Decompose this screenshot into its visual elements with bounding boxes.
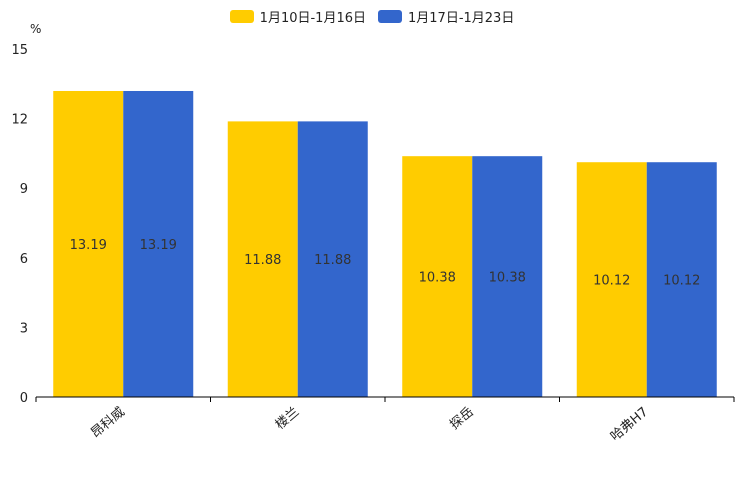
bar-2-4[interactable] xyxy=(646,162,717,397)
bar-2-2[interactable] xyxy=(297,121,368,397)
bar-value-label: 11.88 xyxy=(314,253,351,268)
bar-2-1[interactable] xyxy=(123,90,194,397)
x-axis: 昂科威 楼兰 探岳 哈弗H7 xyxy=(35,396,735,445)
bar-1-1[interactable] xyxy=(53,90,124,397)
x-tick-label: 楼兰 xyxy=(273,405,303,433)
legend-item-series-1[interactable]: 1月10日-1月16日 xyxy=(229,7,366,26)
bar-2-3[interactable] xyxy=(472,156,543,397)
bar-1-2[interactable] xyxy=(227,121,298,397)
bar-value-label: 13.19 xyxy=(140,238,177,253)
y-unit-label: % xyxy=(30,22,41,36)
y-tick-label: 6 xyxy=(20,252,28,267)
bar-value-label: 10.12 xyxy=(593,274,630,289)
legend: 1月10日-1月16日 1月17日-1月23日 xyxy=(0,7,744,26)
y-tick-label: 0 xyxy=(20,391,28,406)
x-tick-label: 昂科威 xyxy=(88,405,128,442)
bar-1-3[interactable] xyxy=(402,156,473,397)
legend-label-series-2: 1月17日-1月23日 xyxy=(408,11,515,26)
legend-label-series-1: 1月10日-1月16日 xyxy=(259,11,366,26)
y-tick-label: 9 xyxy=(20,182,28,197)
bar-value-label: 10.38 xyxy=(419,271,456,286)
y-tick-label: 12 xyxy=(11,113,28,128)
bar-value-label: 13.19 xyxy=(70,238,107,253)
bar-1-4[interactable] xyxy=(576,162,647,397)
bar-value-label: 11.88 xyxy=(244,253,281,268)
x-tick-label: 哈弗H7 xyxy=(608,405,651,445)
y-tick-label: 3 xyxy=(20,321,28,336)
y-axis-ticks: 0 3 6 9 12 15 xyxy=(11,43,28,406)
bars: 13.19 13.19 11.88 11.88 10.38 10.38 10.12 10.12 xyxy=(53,90,717,397)
x-tick-label: 探岳 xyxy=(447,405,477,433)
legend-swatch-series-2 xyxy=(378,10,402,23)
bar-value-label: 10.38 xyxy=(489,271,526,286)
y-tick-label: 15 xyxy=(11,43,28,58)
bar-value-label: 10.12 xyxy=(663,274,700,289)
legend-swatch-series-1 xyxy=(229,10,254,23)
legend-item-series-2[interactable]: 1月17日-1月23日 xyxy=(378,7,514,26)
